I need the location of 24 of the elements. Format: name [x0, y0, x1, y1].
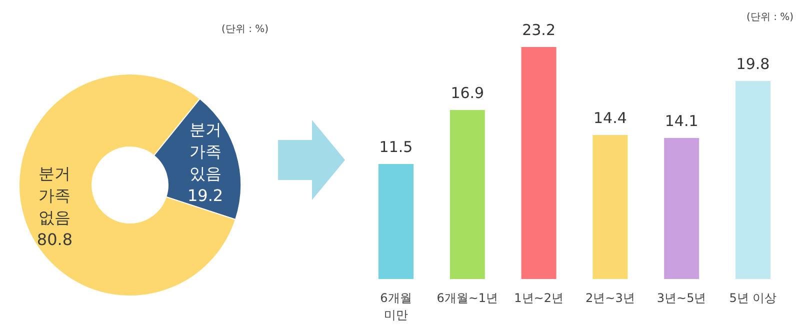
data-label: 16.9 [450, 84, 484, 102]
data-label: 19.2 [187, 186, 224, 205]
data-label: 11.5 [379, 138, 413, 156]
data-label: 14.4 [593, 109, 627, 127]
data-label: 80.8 [36, 230, 73, 250]
text: (단위 : %) [221, 24, 269, 35]
data-label: 23.2 [522, 21, 556, 39]
bar [592, 135, 628, 279]
slice-label: 분거 가족 없음 [38, 164, 71, 228]
x-tick-label: 5년 이상 [729, 291, 777, 305]
x-tick-label: 3년~5년 [656, 291, 706, 305]
x-tick-label: 2년~3년 [586, 291, 635, 305]
text: (단위 : %) [746, 12, 794, 23]
bar [736, 81, 770, 279]
bar [521, 47, 556, 279]
x-tick-label: 1년~2년 [514, 291, 564, 305]
bar [378, 164, 414, 279]
bar [450, 110, 485, 279]
x-tick-label: 6개월 미만 [380, 291, 412, 322]
data-label: 14.1 [664, 112, 698, 130]
x-tick-label: 6개월~1년 [436, 291, 498, 305]
slice-label: 분거 가족 있음 [189, 120, 222, 183]
bar [664, 138, 700, 279]
data-label: 19.8 [736, 55, 770, 73]
